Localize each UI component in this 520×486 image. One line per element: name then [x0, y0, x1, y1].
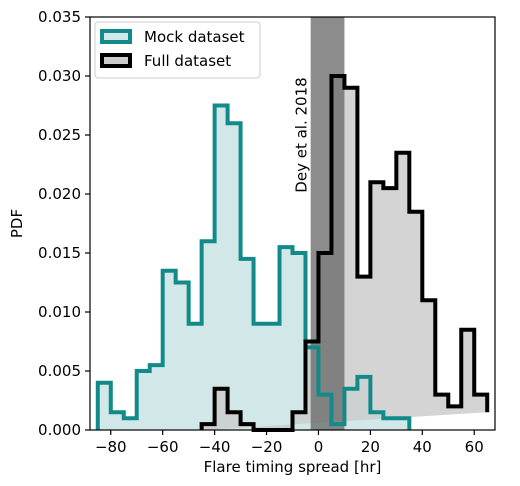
x-tick-label: 60: [465, 438, 484, 456]
band-annotation: Dey et al. 2018: [293, 77, 311, 192]
y-tick-label: 0.010: [38, 303, 81, 321]
y-tick-label: 0.000: [38, 421, 81, 439]
x-axis-ticks: −80 −60 −40 −20 0 20 40 60: [95, 430, 484, 456]
legend-label-1: Full dataset: [144, 52, 231, 70]
y-tick-label: 0.015: [38, 244, 81, 262]
series-0-outline: [95, 103, 412, 430]
x-tick-label: −20: [251, 438, 283, 456]
x-tick-label: 40: [413, 438, 432, 456]
legend-box: [94, 21, 261, 79]
legend-label-0: Mock dataset: [144, 28, 245, 46]
series-0-fill: [97, 105, 410, 430]
dey-2018-band: [310, 17, 345, 430]
plot-frame: [89, 16, 496, 431]
y-tick-label: 0.025: [38, 126, 81, 144]
series-1-fill: [201, 76, 488, 430]
series-1-outline: [199, 74, 490, 432]
histogram-edges: [95, 74, 490, 432]
legend: Mock dataset Full dataset: [94, 21, 261, 79]
y-tick-label: 0.020: [38, 185, 81, 203]
y-tick-label: 0.005: [38, 362, 81, 380]
legend-swatch-1: [100, 53, 132, 68]
x-tick-label: 20: [361, 438, 380, 456]
y-axis-ticks: 0.000 0.005 0.010 0.015 0.020 0.025 0.030 0.035: [38, 8, 90, 439]
y-tick-label: 0.030: [38, 67, 81, 85]
x-tick-label: −60: [147, 438, 179, 456]
y-axis-title: PDF: [8, 209, 26, 238]
x-tick-label: 0: [314, 438, 324, 456]
legend-swatch-0: [100, 29, 132, 44]
x-tick-label: −40: [199, 438, 231, 456]
histogram-fills: [97, 76, 488, 430]
y-tick-label: 0.035: [38, 8, 81, 26]
x-axis-title: Flare timing spread [hr]: [204, 458, 382, 476]
x-tick-label: −80: [95, 438, 127, 456]
